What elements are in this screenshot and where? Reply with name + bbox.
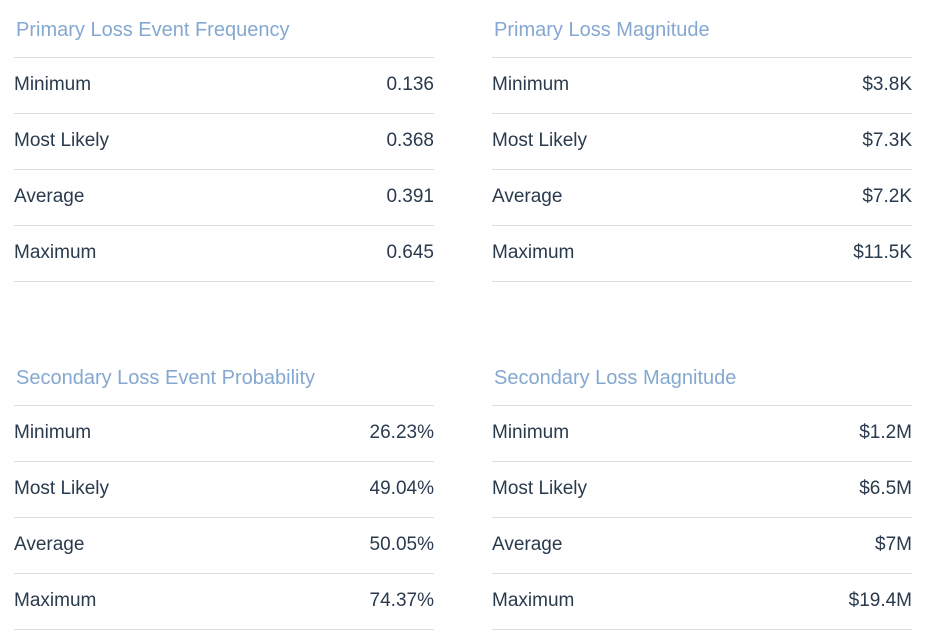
panel-secondary-loss-magnitude: Secondary Loss Magnitude Minimum $1.2M M… [492, 348, 912, 630]
stat-value: 0.136 [293, 57, 434, 114]
panel-title: Secondary Loss Event Probability [16, 367, 316, 389]
stat-label: Most Likely [14, 113, 294, 170]
panel-title: Primary Loss Magnitude [494, 19, 710, 41]
table-row: Minimum 0.136 [14, 57, 434, 114]
stat-label: Maximum [492, 225, 752, 282]
table-row: Minimum $1.2M [492, 405, 912, 462]
stat-value: 0.368 [293, 113, 434, 170]
stats-table: Minimum 0.136 Most Likely 0.368 Average … [14, 57, 434, 282]
panel-primary-loss-magnitude: Primary Loss Magnitude Minimum $3.8K Mos… [492, 0, 912, 282]
table-row: Maximum 0.645 [14, 225, 434, 282]
panel-title: Primary Loss Event Frequency [16, 19, 290, 41]
stat-label: Most Likely [492, 461, 744, 518]
stats-table: Minimum $3.8K Most Likely $7.3K Average … [492, 57, 912, 282]
stats-panels-grid: Primary Loss Event Frequency Minimum 0.1… [14, 0, 912, 630]
stat-value: $7.3K [751, 113, 912, 170]
stat-value: 0.645 [293, 225, 434, 282]
stat-label: Minimum [492, 405, 744, 462]
table-row: Average $7M [492, 517, 912, 574]
stat-label: Most Likely [14, 461, 265, 518]
stat-value: $11.5K [751, 225, 912, 282]
panel-primary-loss-event-frequency: Primary Loss Event Frequency Minimum 0.1… [14, 0, 434, 282]
stat-value: 0.391 [293, 169, 434, 226]
table-row: Minimum $3.8K [492, 57, 912, 114]
stat-label: Average [14, 169, 294, 226]
table-row: Most Likely $7.3K [492, 113, 912, 170]
stat-label: Average [492, 169, 752, 226]
stat-value: $6.5M [743, 461, 912, 518]
stat-value: $7M [743, 517, 912, 574]
stat-value: $3.8K [751, 57, 912, 114]
stat-value: $1.2M [743, 405, 912, 462]
stat-label: Maximum [14, 573, 265, 630]
stat-label: Average [492, 517, 744, 574]
table-row: Most Likely 0.368 [14, 113, 434, 170]
stats-table: Minimum 26.23% Most Likely 49.04% Averag… [14, 405, 434, 630]
panel-secondary-loss-event-probability: Secondary Loss Event Probability Minimum… [14, 348, 434, 630]
table-row: Minimum 26.23% [14, 405, 434, 462]
stat-value: 49.04% [264, 461, 434, 518]
table-row: Maximum 74.37% [14, 573, 434, 630]
stat-label: Maximum [14, 225, 294, 282]
stats-table: Minimum $1.2M Most Likely $6.5M Average … [492, 405, 912, 630]
stat-label: Maximum [492, 573, 744, 630]
stat-label: Most Likely [492, 113, 752, 170]
table-row: Most Likely 49.04% [14, 461, 434, 518]
table-row: Maximum $19.4M [492, 573, 912, 630]
stat-value: 74.37% [264, 573, 434, 630]
stat-label: Average [14, 517, 265, 574]
stat-label: Minimum [492, 57, 752, 114]
stat-value: $19.4M [743, 573, 912, 630]
table-row: Most Likely $6.5M [492, 461, 912, 518]
stat-label: Minimum [14, 405, 265, 462]
stat-value: 26.23% [264, 405, 434, 462]
table-row: Maximum $11.5K [492, 225, 912, 282]
stat-value: $7.2K [751, 169, 912, 226]
panel-title: Secondary Loss Magnitude [494, 367, 737, 389]
table-row: Average 50.05% [14, 517, 434, 574]
stat-label: Minimum [14, 57, 294, 114]
table-row: Average $7.2K [492, 169, 912, 226]
stat-value: 50.05% [264, 517, 434, 574]
table-row: Average 0.391 [14, 169, 434, 226]
